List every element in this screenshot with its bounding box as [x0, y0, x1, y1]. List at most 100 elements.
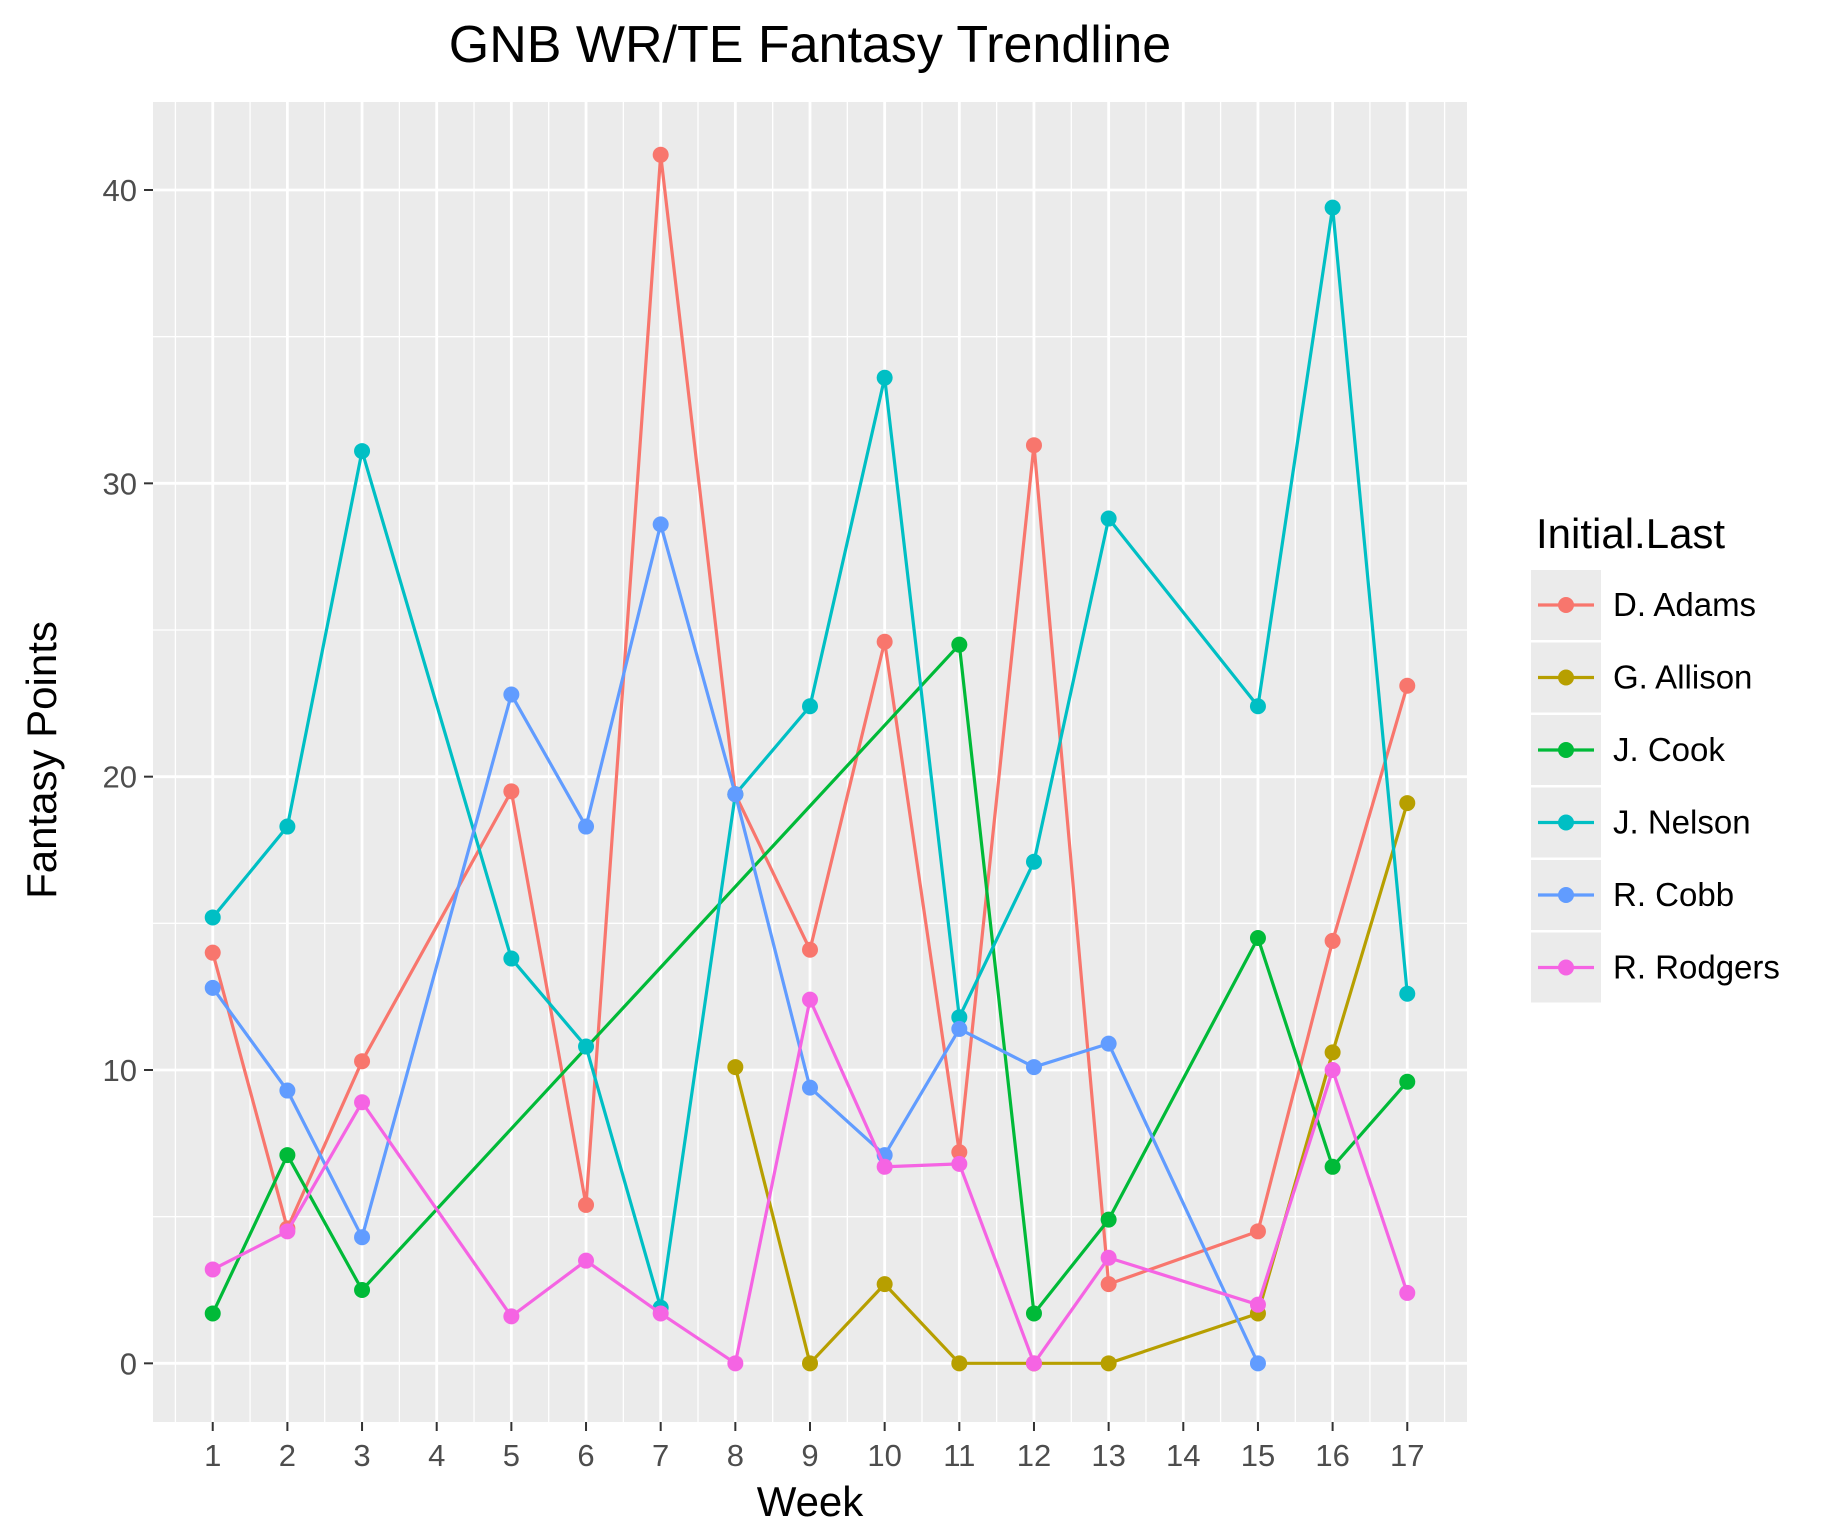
data-point: [1249, 1223, 1266, 1240]
legend-label: D. Adams: [1613, 586, 1756, 623]
x-tick-label: 17: [1390, 1438, 1424, 1473]
series-d-adams: [204, 146, 1416, 1293]
y-tick-label: 40: [103, 173, 137, 208]
data-point: [578, 818, 595, 835]
legend-label: J. Nelson: [1613, 804, 1751, 841]
data-point: [951, 1020, 968, 1037]
y-axis-ticks: 0 10 20 30 40: [103, 173, 153, 1381]
legend-item-j-cook: J. Cook: [1531, 715, 1725, 785]
data-point: [876, 1158, 893, 1175]
x-tick-label: 3: [353, 1438, 370, 1473]
data-point: [727, 1059, 744, 1076]
x-tick-label: 15: [1241, 1438, 1275, 1473]
data-point: [578, 1196, 595, 1213]
y-tick-label: 20: [103, 760, 137, 795]
legend: Initial.Last D. Adams G. Allison J. Cook J.…: [1531, 510, 1780, 1003]
data-point: [204, 1305, 221, 1322]
data-point: [802, 1355, 818, 1372]
x-tick-label: 8: [727, 1438, 744, 1473]
x-axis-title: Week: [757, 1478, 865, 1525]
data-point: [1324, 199, 1341, 216]
data-point: [1399, 985, 1416, 1002]
series-j-cook: [204, 636, 1416, 1322]
data-point: [951, 636, 968, 653]
data-point: [1324, 932, 1341, 949]
data-point: [279, 1082, 296, 1099]
data-point: [354, 1282, 371, 1298]
data-point: [503, 686, 520, 703]
data-point: [503, 783, 520, 800]
legend-key-point: [1558, 959, 1574, 976]
data-point: [279, 1147, 296, 1164]
x-tick-label: 14: [1166, 1438, 1200, 1473]
data-point: [802, 941, 818, 958]
data-point: [1249, 1355, 1266, 1372]
x-tick-label: 1: [204, 1438, 221, 1473]
x-tick-label: 13: [1091, 1438, 1125, 1473]
data-point: [951, 1009, 968, 1026]
legend-key-point: [1558, 597, 1574, 613]
x-axis-ticks: 1 2 3 4 5 6 7 8 9 10 11 12 13 14 15 16 17: [204, 1422, 1425, 1473]
legend-key-point: [1558, 814, 1574, 831]
data-point: [1025, 1355, 1042, 1372]
data-point: [204, 944, 221, 961]
data-point: [1025, 1305, 1042, 1322]
data-point: [578, 1038, 595, 1055]
plot-panel: [153, 102, 1467, 1422]
data-point: [876, 633, 893, 650]
data-point: [279, 1223, 296, 1240]
data-point: [354, 1229, 371, 1246]
legend-key-point: [1558, 742, 1574, 758]
data-point: [204, 979, 221, 996]
x-tick-label: 5: [503, 1438, 520, 1473]
data-point: [354, 443, 371, 460]
y-tick-label: 30: [103, 466, 137, 501]
data-point: [876, 369, 893, 386]
data-point: [727, 1355, 744, 1372]
data-point: [1100, 510, 1117, 527]
data-point: [1025, 437, 1042, 454]
y-tick-label: 10: [103, 1053, 137, 1088]
data-point: [204, 1261, 221, 1278]
legend-item-r-rodgers: R. Rodgers: [1531, 932, 1780, 1003]
legend-key-point: [1558, 669, 1574, 686]
data-point: [1249, 1296, 1266, 1313]
x-tick-label: 2: [279, 1438, 296, 1473]
series-layer: [204, 146, 1416, 1372]
data-point: [503, 950, 520, 967]
data-point: [1025, 1059, 1042, 1076]
legend-item-g-allison: G. Allison: [1531, 642, 1752, 713]
data-point: [951, 1355, 968, 1372]
data-point: [951, 1155, 968, 1172]
y-tick-label: 0: [120, 1346, 137, 1381]
data-point: [876, 1276, 893, 1293]
data-point: [1399, 1284, 1416, 1301]
data-point: [503, 1308, 520, 1325]
data-point: [1249, 930, 1266, 946]
data-point: [354, 1053, 371, 1070]
data-point: [578, 1252, 595, 1269]
data-point: [1100, 1355, 1117, 1372]
x-tick-label: 10: [867, 1438, 901, 1473]
data-point: [652, 516, 669, 533]
x-tick-label: 9: [801, 1438, 818, 1473]
legend-item-r-cobb: R. Cobb: [1531, 860, 1734, 930]
data-point: [1100, 1249, 1117, 1266]
x-tick-label: 7: [652, 1438, 669, 1473]
x-tick-label: 11: [943, 1438, 975, 1473]
data-point: [1399, 1073, 1416, 1090]
data-point: [1100, 1035, 1117, 1052]
series-r-cobb: [204, 516, 1266, 1372]
data-point: [1025, 853, 1042, 870]
data-point: [652, 146, 669, 163]
x-tick-label: 12: [1017, 1438, 1051, 1473]
data-point: [1249, 698, 1266, 715]
data-point: [1324, 1044, 1341, 1061]
series-r-rodgers: [204, 991, 1416, 1372]
data-point: [1100, 1211, 1117, 1228]
y-axis-title: Fantasy Points: [18, 621, 65, 899]
legend-item-d-adams: D. Adams: [1531, 570, 1756, 640]
legend-label: R. Rodgers: [1613, 949, 1780, 986]
data-point: [279, 818, 296, 835]
chart-title: GNB WR/TE Fantasy Trendline: [449, 16, 1171, 74]
